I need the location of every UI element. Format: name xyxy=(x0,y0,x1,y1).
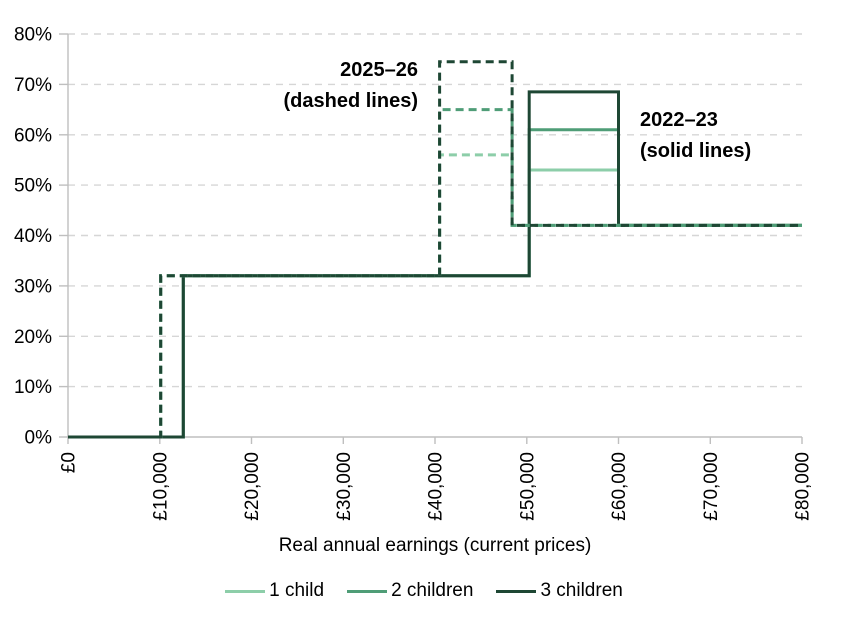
annotation-2022-23-style: (solid lines) xyxy=(640,140,752,162)
x-tick-label-£40,000: £40,000 xyxy=(426,452,447,521)
x-tick-label-£70,000: £70,000 xyxy=(701,452,722,521)
x-axis-title: Real annual earnings (current prices) xyxy=(279,535,592,556)
annotation-2022-23: 2022–23 (solid lines) xyxy=(640,105,751,167)
y-tick-label-40%: 40% xyxy=(14,226,52,247)
legend-label-2-children: 2 children xyxy=(391,580,474,601)
legend-item-3-children: 3 children xyxy=(496,580,623,602)
y-tick-label-70%: 70% xyxy=(14,75,52,96)
legend-item-1-child: 1 child xyxy=(225,580,324,602)
series-line-3-children-2022-23-solid xyxy=(68,90,802,439)
series-lines xyxy=(68,60,802,439)
series-line-3-children-2025-26-dashed xyxy=(68,60,802,439)
x-tick-label-£80,000: £80,000 xyxy=(793,452,814,521)
annotation-2025-26-style: (dashed lines) xyxy=(283,90,418,112)
chart-legend: 1 child 2 children 3 children xyxy=(0,580,848,602)
axes xyxy=(59,33,803,444)
annotation-2025-26-year: 2025–26 xyxy=(340,59,418,81)
tick-labels: 0% 10% 20% 30% 40% 50% 60% 70% 80% £0 £10,000 £20,0… xyxy=(14,25,814,521)
legend-swatch-3-children xyxy=(496,589,537,593)
series-line-1-child-2022-23-solid xyxy=(68,168,802,439)
legend-label-1-child: 1 child xyxy=(269,580,325,601)
x-tick-label-£10,000: £10,000 xyxy=(150,452,171,521)
y-tick-label-60%: 60% xyxy=(14,125,52,146)
y-tick-label-80%: 80% xyxy=(14,25,52,46)
x-tick-label-£0: £0 xyxy=(59,452,80,473)
x-tick-label-£20,000: £20,000 xyxy=(242,452,263,521)
x-tick-label-£50,000: £50,000 xyxy=(517,452,538,521)
y-tick-label-20%: 20% xyxy=(14,327,52,348)
legend-label-3-children: 3 children xyxy=(540,580,623,601)
series-line-1-child-2025-26-dashed xyxy=(68,153,802,439)
annotation-2022-23-year: 2022–23 xyxy=(640,109,718,131)
legend-swatch-2-children xyxy=(347,589,388,593)
series-line-2-children-2022-23-solid xyxy=(68,128,802,439)
annotation-2025-26: 2025–26 (dashed lines) xyxy=(284,55,418,117)
y-tick-label-30%: 30% xyxy=(14,276,52,297)
y-tick-label-50%: 50% xyxy=(14,176,52,197)
y-tick-label-10%: 10% xyxy=(14,377,52,398)
legend-swatch-1-child xyxy=(225,589,266,593)
x-tick-label-£30,000: £30,000 xyxy=(334,452,355,521)
legend-item-2-children: 2 children xyxy=(347,580,473,602)
gridlines xyxy=(68,33,802,388)
y-tick-label-0%: 0% xyxy=(25,428,53,449)
x-tick-label-£60,000: £60,000 xyxy=(609,452,630,521)
